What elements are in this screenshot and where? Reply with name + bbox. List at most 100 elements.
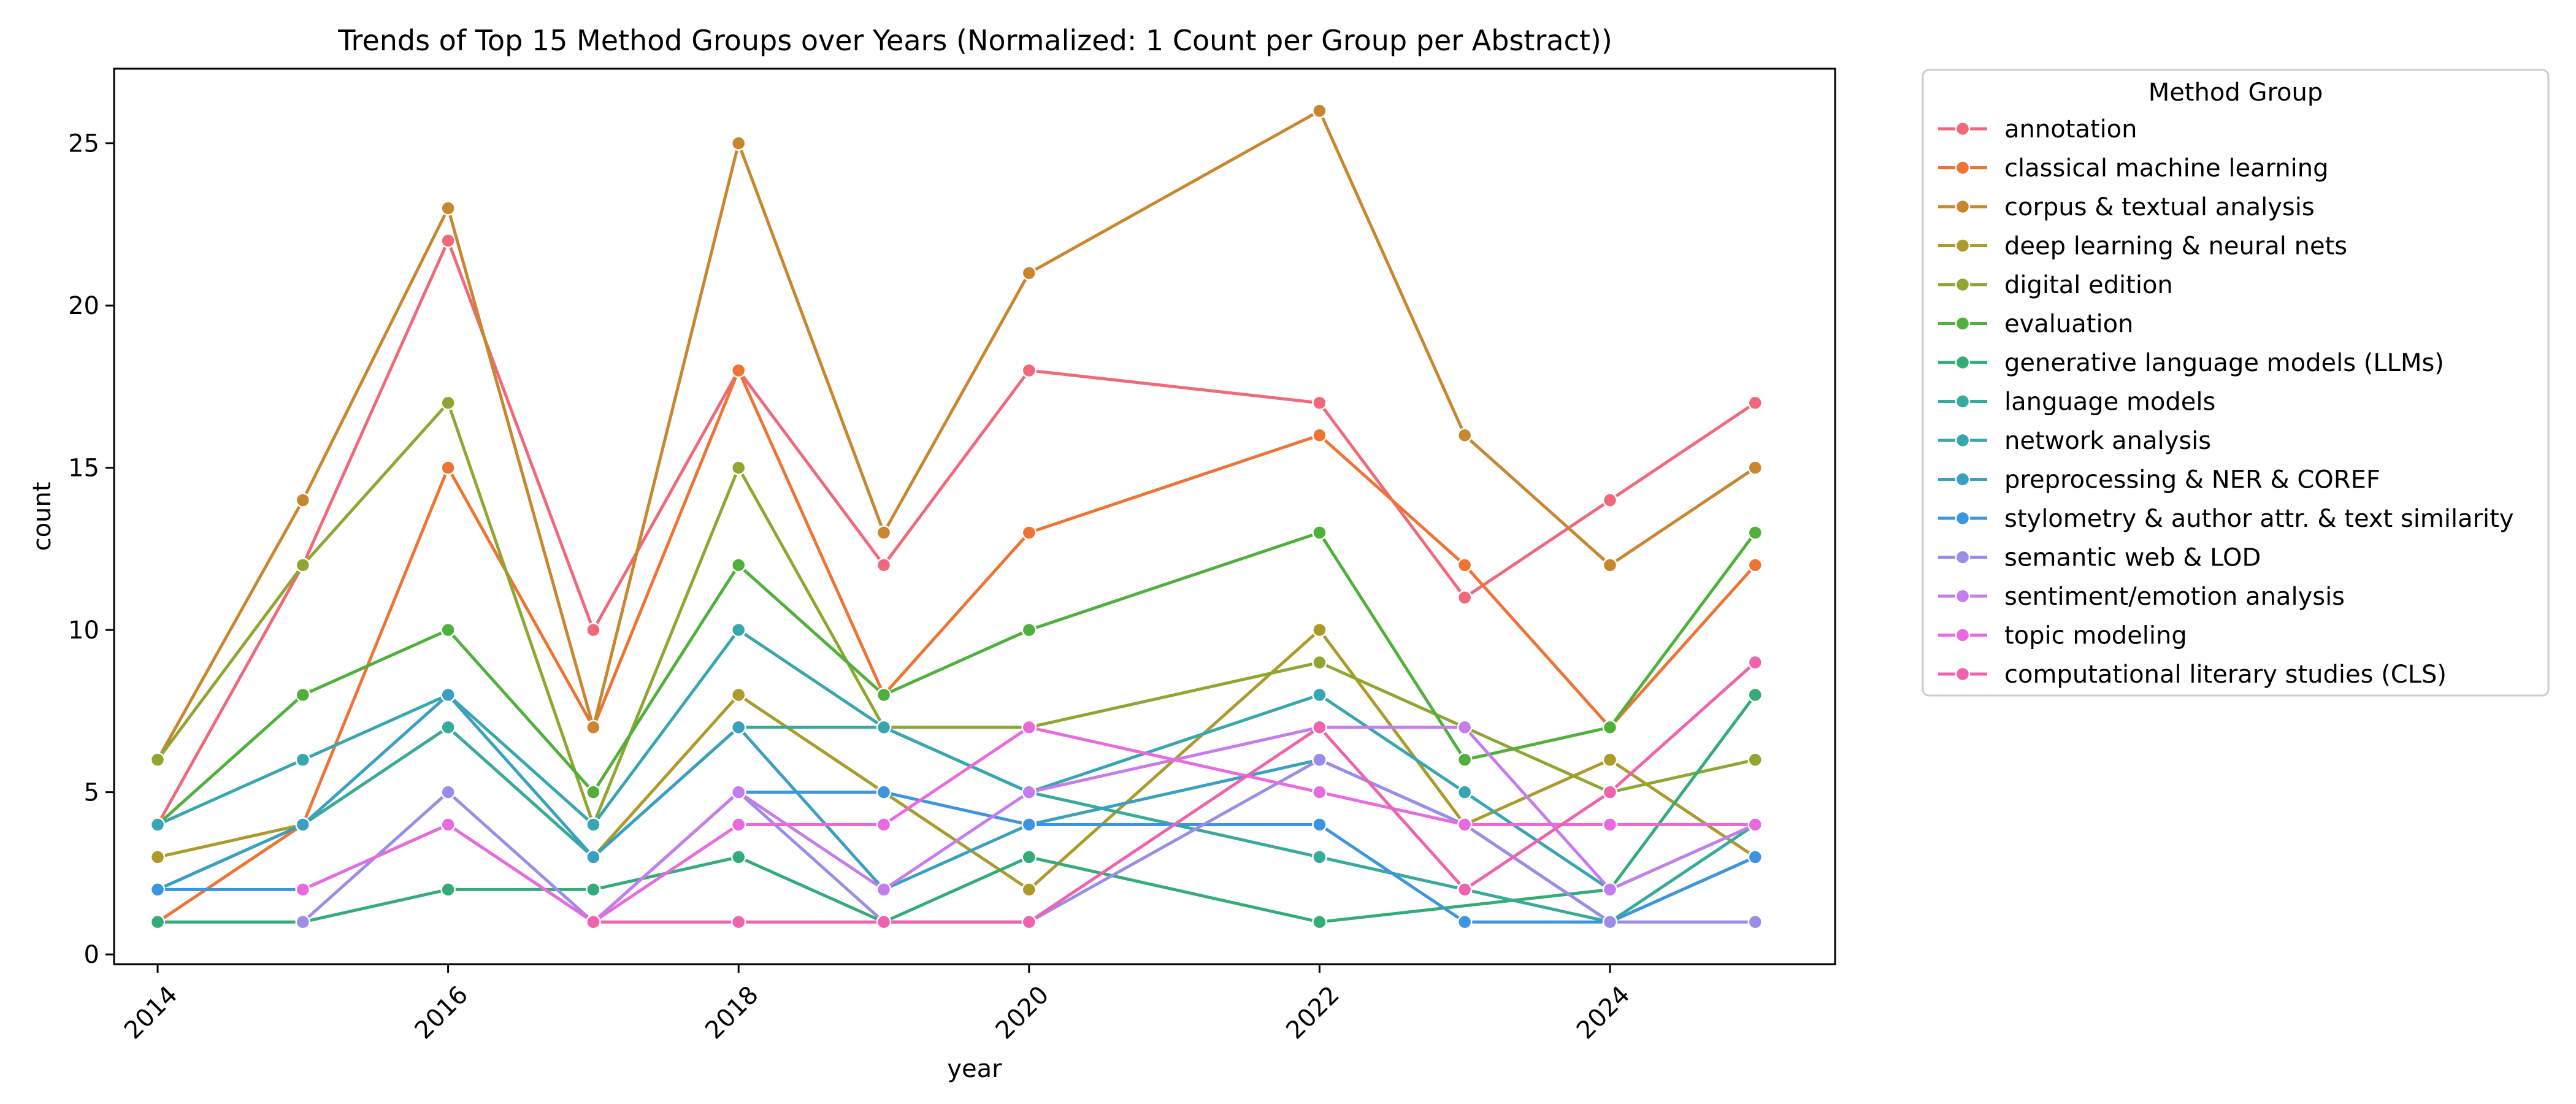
data-point [876, 817, 892, 832]
data-point [150, 882, 166, 897]
legend-swatch-marker [1955, 199, 1971, 215]
data-point [1312, 914, 1327, 930]
data-point [1312, 103, 1327, 119]
data-point [150, 752, 166, 767]
data-point [1312, 817, 1327, 832]
x-axis-label: year [947, 1055, 1002, 1083]
data-point [150, 914, 166, 930]
data-point [1747, 395, 1763, 411]
data-point [1312, 654, 1327, 670]
data-point [1021, 849, 1037, 865]
legend-swatch-marker [1955, 277, 1971, 293]
data-point [586, 784, 601, 800]
plot-series [150, 103, 1763, 930]
legend-swatch-marker [1955, 121, 1971, 137]
series-line [158, 694, 1757, 924]
data-point [1312, 395, 1327, 411]
data-point [1312, 687, 1327, 703]
legend-label: topic modeling [2004, 622, 2187, 650]
data-point [1602, 752, 1618, 767]
data-point [440, 622, 456, 638]
data-point [295, 752, 311, 767]
data-point [150, 849, 166, 865]
series-group [586, 654, 1763, 930]
y-tick-label: 5 [84, 779, 99, 807]
data-point [1747, 558, 1763, 573]
data-point [730, 849, 746, 865]
legend-items: annotation classical machine learning corp… [1938, 115, 2514, 689]
data-point [1602, 882, 1618, 897]
y-tick-label: 0 [84, 941, 99, 969]
data-point [440, 201, 456, 216]
legend-swatch-marker [1955, 432, 1971, 448]
legend-label: classical machine learning [2004, 155, 2329, 183]
chart-title: Trends of Top 15 Method Groups over Year… [337, 24, 1612, 57]
data-point [1021, 622, 1037, 638]
legend-swatch-marker [1955, 160, 1971, 175]
data-point [1021, 784, 1037, 800]
data-point [440, 719, 456, 735]
data-point [440, 233, 456, 248]
data-point [876, 525, 892, 540]
legend-label: semantic web & LOD [2004, 544, 2261, 572]
series-group [150, 233, 1763, 832]
plot-frame [113, 67, 1836, 965]
series-line [593, 661, 1757, 924]
y-tick-label: 10 [68, 616, 99, 645]
data-point [1747, 817, 1763, 832]
data-point [1747, 525, 1763, 540]
legend-label: network analysis [2004, 427, 2211, 455]
legend-frame [1922, 69, 2550, 697]
data-point [1312, 784, 1327, 800]
data-point [1457, 784, 1473, 800]
legend-swatch-marker [1955, 627, 1971, 643]
data-point [1312, 622, 1327, 638]
y-axis-label: count [28, 482, 56, 551]
data-point [295, 558, 311, 573]
data-point [730, 136, 746, 151]
legend-label: preprocessing & NER & COREF [2004, 466, 2380, 494]
data-point [1747, 654, 1763, 670]
data-point [730, 817, 746, 832]
data-point [295, 493, 311, 508]
data-point [1747, 460, 1763, 475]
data-point [1602, 817, 1618, 832]
data-point [586, 622, 601, 638]
legend-swatch-marker [1955, 550, 1971, 565]
data-point [1312, 719, 1327, 735]
data-point [440, 395, 456, 411]
legend-label: stylometry & author attr. & text similar… [2004, 505, 2514, 533]
data-point [440, 882, 456, 897]
data-point [1457, 589, 1473, 605]
legend-label: generative language models (LLMs) [2004, 349, 2444, 377]
y-tick-label: 15 [68, 454, 99, 483]
data-point [1312, 849, 1327, 865]
data-point [876, 784, 892, 800]
data-point [876, 687, 892, 703]
legend-label: corpus & textual analysis [2004, 193, 2315, 221]
data-point [1457, 427, 1473, 443]
data-point [1457, 914, 1473, 930]
data-point [1602, 558, 1618, 573]
legend: Method Group annotation classical machine… [1922, 69, 2550, 697]
legend-swatch-marker [1955, 355, 1971, 370]
legend-label: deep learning & neural nets [2004, 232, 2347, 261]
data-point [295, 817, 311, 832]
data-point [876, 719, 892, 735]
data-point [1747, 687, 1763, 703]
data-point [1312, 752, 1327, 767]
legend-label: sentiment/emotion analysis [2004, 583, 2345, 611]
legend-label: evaluation [2004, 310, 2133, 339]
data-point [1747, 752, 1763, 767]
legend-title: Method Group [2149, 79, 2323, 107]
legend-swatch-marker [1955, 394, 1971, 409]
data-point [730, 914, 746, 930]
data-point [1747, 849, 1763, 865]
data-point [730, 719, 746, 735]
data-point [1602, 493, 1618, 508]
data-point [730, 558, 746, 573]
legend-swatch-marker [1955, 316, 1971, 331]
data-point [586, 849, 601, 865]
data-point [730, 784, 746, 800]
